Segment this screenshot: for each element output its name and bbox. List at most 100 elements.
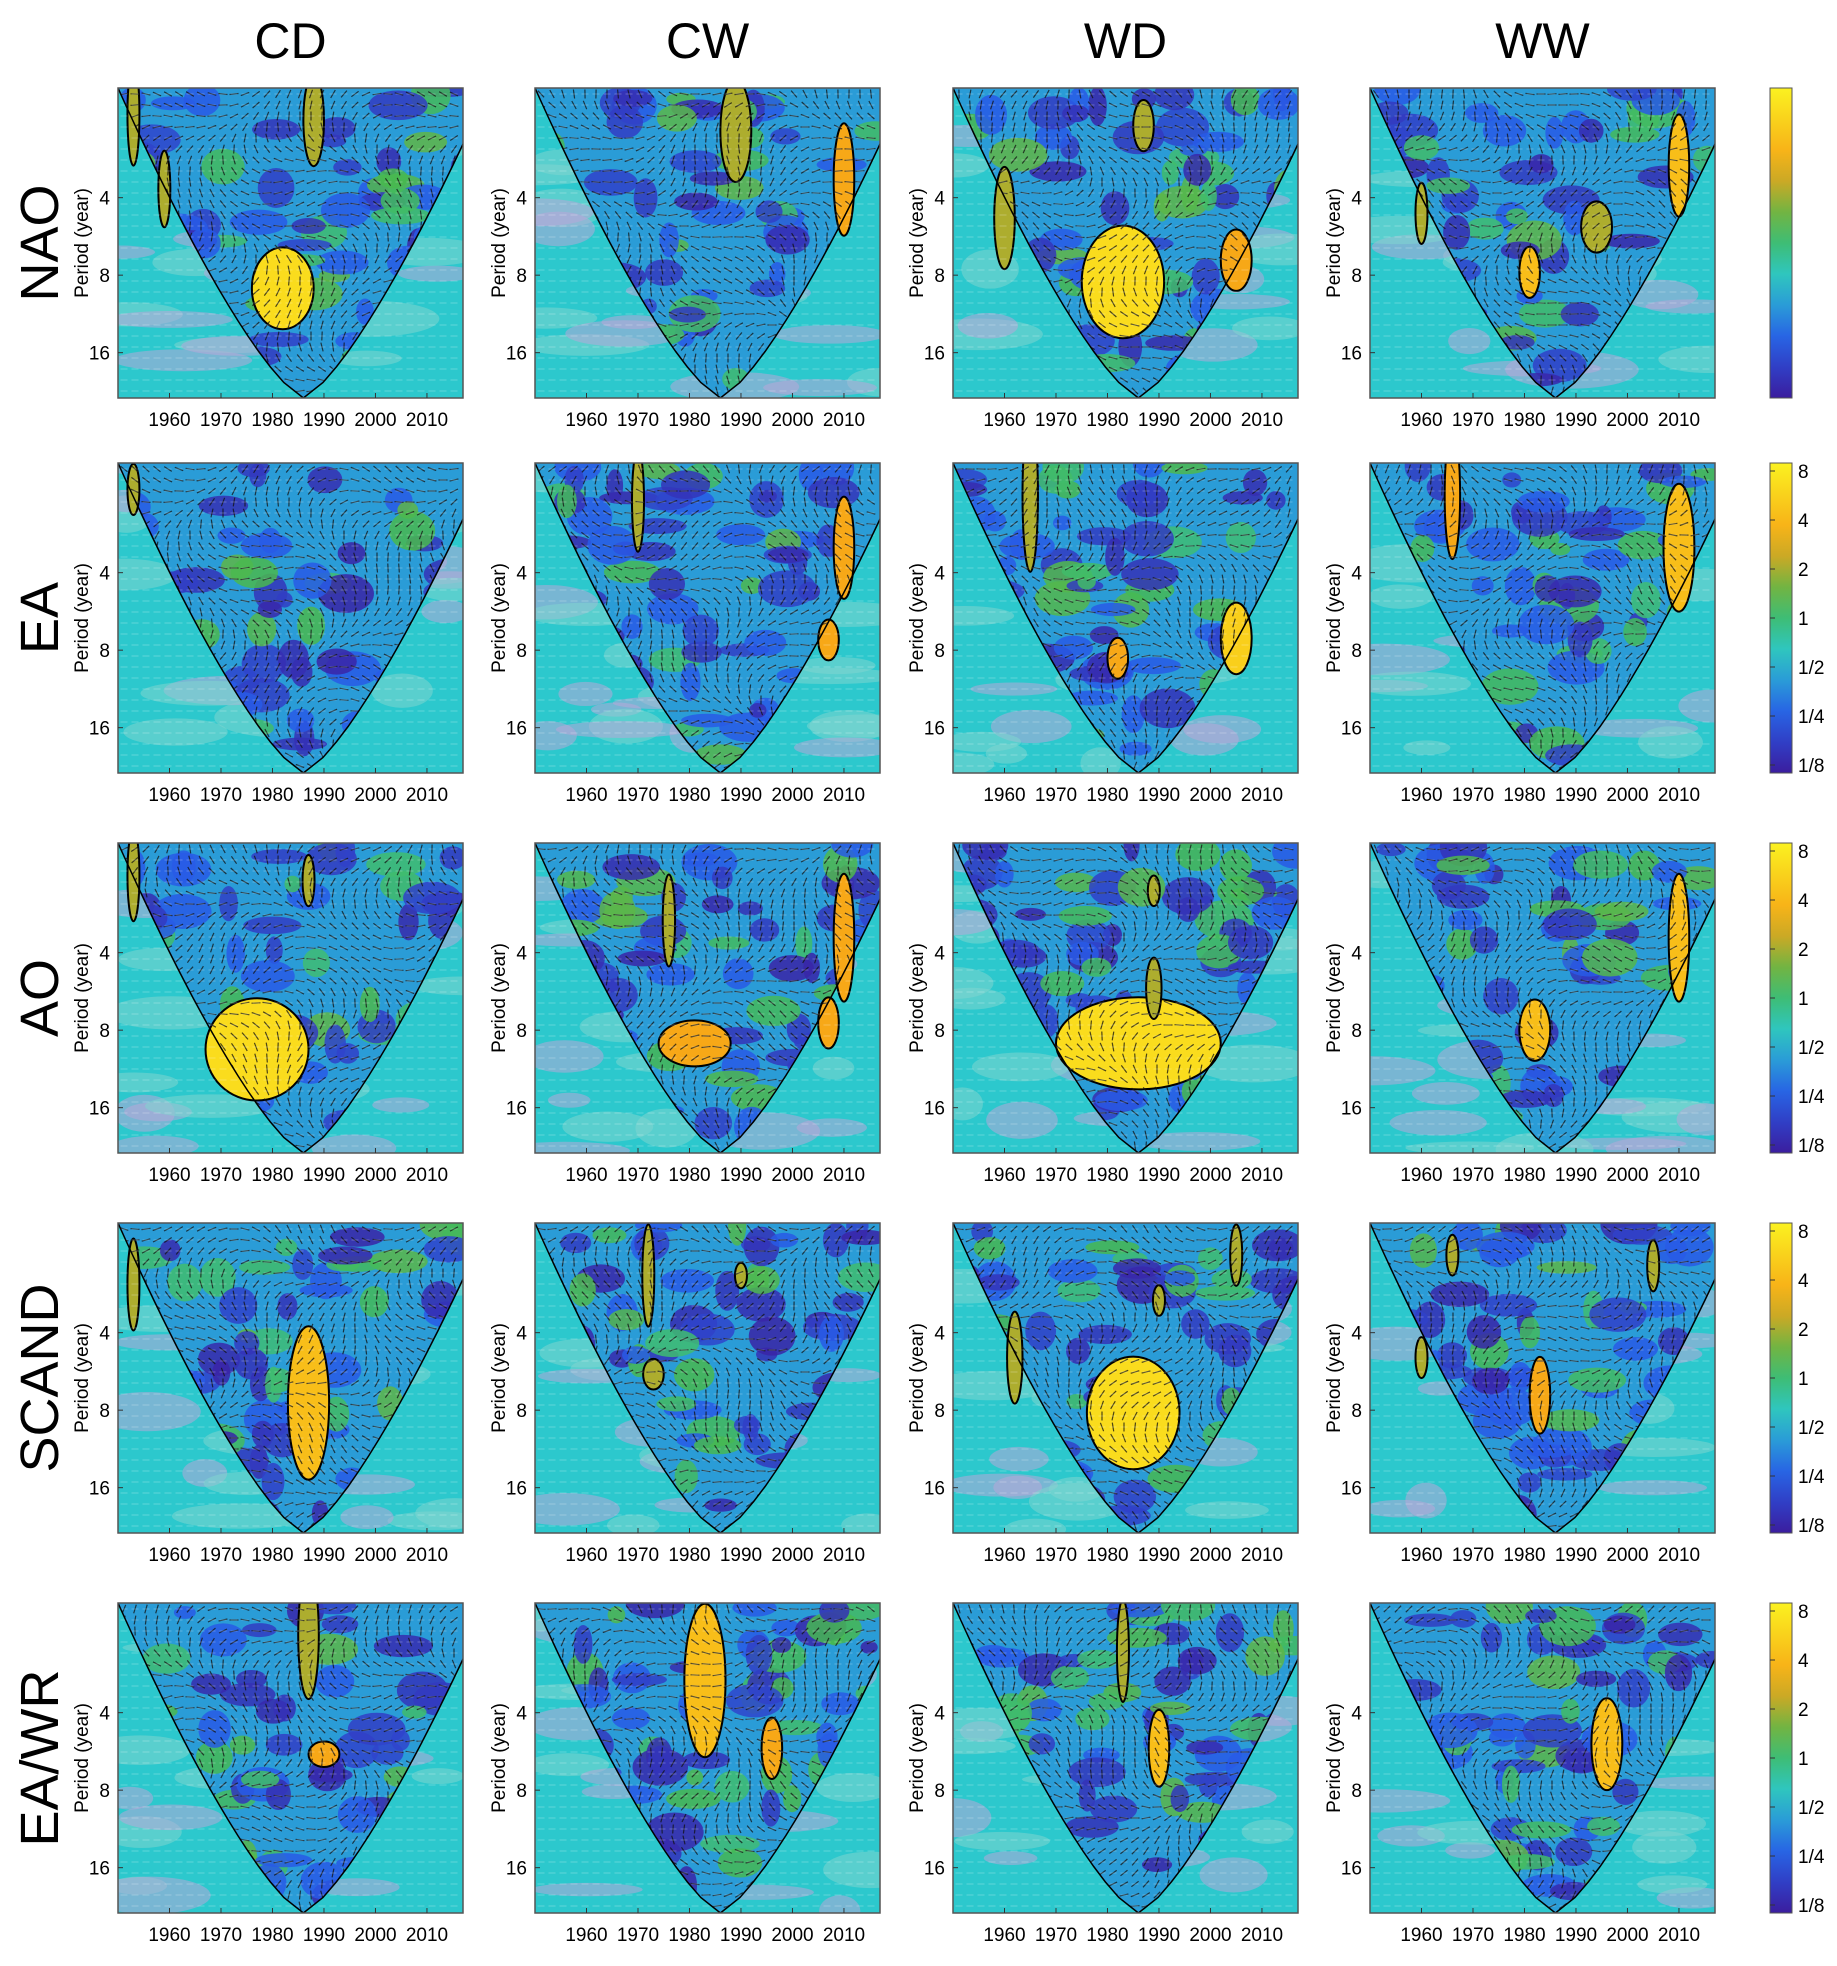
- y-tick-label: 8: [1351, 1781, 1362, 1802]
- panel-scand-cd: 4 8 16 Period (year) 1960 1970 1980 1990 2000 201…: [72, 1222, 464, 1566]
- panel-frame: [952, 462, 1299, 774]
- cone-of-influence: [118, 843, 463, 1153]
- y-tick-label: 8: [1351, 1021, 1362, 1042]
- colorbars: 84211/21/41/884211/21/41/884211/21/41/88…: [1769, 87, 1825, 1917]
- y-tick-label: 4: [516, 189, 527, 210]
- x-tick-label: 1970: [200, 785, 242, 806]
- x-tick-label: 1960: [148, 1545, 190, 1566]
- y-axis-label: Period (year): [1324, 943, 1345, 1053]
- y-tick-label: 8: [99, 1781, 110, 1802]
- column-title-wd: WD: [1084, 13, 1167, 69]
- x-tick-label: 2000: [354, 410, 396, 431]
- y-axis-label: Period (year): [1324, 188, 1345, 298]
- x-tick-label: 2010: [823, 410, 865, 431]
- panel-frame: [1369, 87, 1716, 399]
- y-axis-label: Period (year): [1324, 563, 1345, 673]
- column-title-cd: CD: [254, 13, 326, 69]
- colorbar-tick-label: 1/8: [1798, 1896, 1824, 1917]
- y-axis-label: Period (year): [72, 943, 93, 1053]
- panel-frame: [117, 1222, 464, 1534]
- x-tick-label: 2010: [1241, 1165, 1283, 1186]
- panel-scand-cw: 4 8 16 Period (year) 1960 1970 1980 1990 2000 201…: [489, 1222, 881, 1566]
- column-titles: CD CW WD WW: [254, 13, 1590, 69]
- y-tick-label: 4: [934, 189, 945, 210]
- y-tick-label: 16: [506, 344, 527, 365]
- cone-of-influence: [535, 463, 880, 773]
- x-tick-label: 1960: [565, 410, 607, 431]
- panel-ea-wr-ww: 4 8 16 Period (year) 1960 1970 1980 1990 2000 201…: [1324, 1602, 1716, 1946]
- x-tick-label: 2000: [1189, 410, 1231, 431]
- y-axis-label: Period (year): [489, 563, 510, 673]
- y-tick-label: 16: [506, 1859, 527, 1880]
- colorbar-tick-label: 4: [1798, 1271, 1809, 1292]
- y-tick-label: 4: [1351, 564, 1362, 585]
- x-tick-label: 1970: [1452, 410, 1494, 431]
- x-tick-label: 2000: [1606, 410, 1648, 431]
- y-axis-label: Period (year): [907, 943, 928, 1053]
- colorbar-tick-label: 8: [1798, 1222, 1809, 1243]
- panel-ao-ww: 4 8 16 Period (year) 1960 1970 1980 1990 2000 201…: [1324, 842, 1716, 1186]
- colorbar-tick-label: 4: [1798, 1651, 1809, 1672]
- panel-frame: [952, 842, 1299, 1154]
- panel-frame: [952, 87, 1299, 399]
- significant-region: [760, 1716, 784, 1780]
- phase-arrows-outside: [120, 1228, 458, 1527]
- y-tick-label: 16: [1341, 719, 1362, 740]
- y-tick-label: 4: [516, 1324, 527, 1345]
- colorbar-tick-label: 1/2: [1798, 1418, 1824, 1439]
- colorbar-nao: [1769, 87, 1793, 399]
- panel-ao-wd: 4 8 16 Period (year) 1960 1970 1980 1990 2000 201…: [907, 842, 1299, 1186]
- y-axis-label: Period (year): [72, 1323, 93, 1433]
- significant-region: [1646, 1239, 1661, 1293]
- colorbar-tick-label: 1/2: [1798, 1798, 1824, 1819]
- x-tick-label: 1990: [720, 1165, 762, 1186]
- panel-frame: [534, 462, 881, 774]
- phase-arrows-outside: [537, 93, 875, 392]
- x-tick-label: 1980: [668, 785, 710, 806]
- row-title-nao: NAO: [10, 184, 70, 301]
- y-tick-label: 16: [89, 344, 110, 365]
- panel-ea-wr-cd: 4 8 16 Period (year) 1960 1970 1980 1990 2000 201…: [72, 1602, 464, 1946]
- phase-arrows-outside: [1372, 1608, 1710, 1907]
- panel-ao-cw: 4 8 16 Period (year) 1960 1970 1980 1990 2000 201…: [489, 842, 881, 1186]
- significant-region: [1667, 113, 1691, 218]
- x-tick-label: 1970: [1035, 785, 1077, 806]
- x-tick-label: 2010: [823, 1545, 865, 1566]
- y-axis-label: Period (year): [72, 1703, 93, 1813]
- x-tick-label: 1990: [1555, 1165, 1597, 1186]
- x-tick-label: 2000: [771, 1165, 813, 1186]
- x-tick-label: 1960: [148, 1925, 190, 1946]
- x-tick-label: 1980: [251, 1545, 293, 1566]
- colorbar-tick-label: 2: [1798, 560, 1809, 581]
- y-tick-label: 4: [1351, 1324, 1362, 1345]
- cone-of-influence: [953, 843, 1298, 1153]
- x-tick-label: 1980: [1503, 1165, 1545, 1186]
- significant-region: [157, 149, 172, 229]
- y-tick-label: 16: [924, 1859, 945, 1880]
- significant-region: [126, 843, 141, 923]
- significant-region: [1219, 601, 1253, 676]
- x-tick-label: 1970: [1035, 1165, 1077, 1186]
- x-tick-label: 1960: [983, 1165, 1025, 1186]
- y-tick-label: 8: [934, 641, 945, 662]
- panel-nao-ww: 4 8 16 Period (year) 1960 1970 1980 1990 2000 201…: [1324, 87, 1716, 431]
- x-tick-label: 1960: [983, 410, 1025, 431]
- panel-frame: [1369, 1602, 1716, 1914]
- cone-of-influence: [953, 1223, 1298, 1533]
- x-tick-label: 2010: [406, 1925, 448, 1946]
- x-tick-label: 1960: [1400, 1925, 1442, 1946]
- y-tick-label: 16: [89, 1479, 110, 1500]
- significant-region: [832, 872, 856, 1003]
- y-tick-label: 16: [924, 719, 945, 740]
- x-tick-label: 2010: [406, 1545, 448, 1566]
- x-tick-label: 2010: [1658, 1925, 1700, 1946]
- significant-region: [832, 495, 856, 600]
- x-tick-label: 2000: [1606, 1165, 1648, 1186]
- y-tick-label: 4: [1351, 944, 1362, 965]
- cone-of-influence: [1370, 463, 1715, 773]
- x-tick-label: 2000: [354, 1925, 396, 1946]
- phase-arrows-outside: [1372, 93, 1710, 392]
- cone-of-influence: [535, 1603, 880, 1913]
- y-axis-label: Period (year): [1324, 1703, 1345, 1813]
- x-tick-label: 2010: [1658, 785, 1700, 806]
